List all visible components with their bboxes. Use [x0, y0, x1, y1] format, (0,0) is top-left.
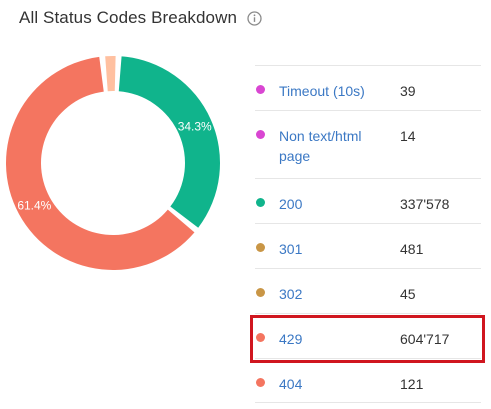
- chart-title: All Status Codes Breakdown: [19, 8, 238, 27]
- chart-header: All Status Codes Breakdown: [19, 7, 262, 29]
- legend-label-link[interactable]: Timeout (10s): [279, 83, 365, 99]
- donut-slice-429[interactable]: [5, 56, 195, 270]
- legend-value: 481: [400, 241, 424, 257]
- legend-label-link[interactable]: 302: [279, 286, 303, 302]
- legend-label-link[interactable]: 301: [279, 241, 303, 257]
- legend-color-dot: [256, 130, 265, 139]
- legend-item: Timeout (10s) 39: [255, 65, 481, 110]
- legend-color-dot: [256, 378, 265, 387]
- legend-item: 302 45: [255, 268, 481, 313]
- legend-item: Non text/html page 14: [255, 110, 481, 178]
- slice-percent-label: 34.3%: [178, 119, 212, 133]
- slice-percent-label: 61.4%: [17, 199, 51, 213]
- legend-value: 337'578: [400, 196, 450, 212]
- status-donut-chart: 34.3% 61.4%: [5, 56, 220, 270]
- legend-label-link[interactable]: Non text/html page: [279, 128, 362, 164]
- legend-item: 301 481: [255, 223, 481, 268]
- legend-item: 404 121: [255, 358, 481, 403]
- legend-label-link[interactable]: 200: [279, 196, 303, 212]
- legend-value: 14: [400, 128, 416, 144]
- donut-slice-other[interactable]: [105, 56, 116, 92]
- legend-item: 429 604'717: [255, 313, 481, 358]
- info-circle-icon[interactable]: [247, 10, 262, 26]
- legend-color-dot: [256, 85, 265, 94]
- legend-item: 200 337'578: [255, 178, 481, 223]
- legend-value: 604'717: [400, 331, 450, 347]
- status-legend: Timeout (10s) 39 Non text/html page 14 2…: [255, 65, 481, 403]
- legend-label-link[interactable]: 404: [279, 376, 303, 392]
- donut-slice-200[interactable]: [118, 56, 220, 228]
- legend-label-link[interactable]: 429: [279, 331, 303, 347]
- legend-value: 45: [400, 286, 416, 302]
- legend-color-dot: [256, 198, 265, 207]
- legend-value: 121: [400, 376, 424, 392]
- legend-color-dot: [256, 288, 265, 297]
- legend-color-dot: [256, 243, 265, 252]
- legend-value: 39: [400, 83, 416, 99]
- legend-color-dot: [256, 333, 265, 342]
